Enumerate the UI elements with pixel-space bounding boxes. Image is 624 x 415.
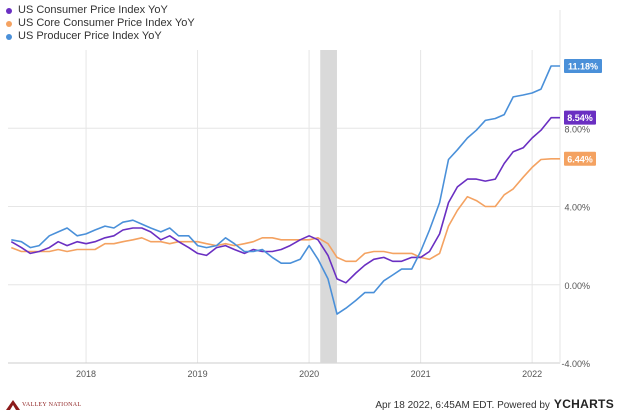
x-tick-label: 2018 xyxy=(76,369,96,379)
legend-item-core-cpi[interactable]: US Core Consumer Price Index YoY xyxy=(6,17,195,30)
y-tick-label: 4.00% xyxy=(564,203,590,213)
legend-label-ppi: US Producer Price Index YoY xyxy=(18,30,162,42)
y-tick-label: 0.00% xyxy=(564,281,590,291)
end-label-core-cpi: 6.44% xyxy=(567,154,593,164)
y-tick-label: -4.00% xyxy=(561,359,590,369)
end-label-cpi: 8.54% xyxy=(567,113,593,123)
legend-marker-ppi xyxy=(6,33,12,40)
x-tick-label: 2020 xyxy=(299,369,319,379)
legend-item-ppi[interactable]: US Producer Price Index YoY xyxy=(6,30,195,43)
ycharts-brand[interactable]: YCHARTS xyxy=(553,397,614,411)
recession-shading xyxy=(320,50,337,363)
series-line-ppi xyxy=(11,65,560,315)
y-axis-ticks: -4.00% 0.00% 4.00% 8.00% xyxy=(561,124,590,369)
recession-band xyxy=(320,50,337,363)
end-value-labels: 8.54% 6.44% 11.18% xyxy=(564,59,602,166)
y-tick-label: 8.00% xyxy=(564,124,590,134)
x-tick-label: 2021 xyxy=(411,369,431,379)
end-label-box-ppi xyxy=(564,59,602,74)
end-label-box-cpi xyxy=(564,110,596,125)
x-tick-label: 2022 xyxy=(522,369,542,379)
footer-timestamp: Apr 18 2022, 6:45AM EDT. Powered by xyxy=(375,400,550,411)
legend-label-core-cpi: US Core Consumer Price Index YoY xyxy=(18,17,195,29)
chart-footer: Apr 18 2022, 6:45AM EDT. Powered by YCHA… xyxy=(375,397,614,411)
end-label-box-core-cpi xyxy=(564,151,596,166)
valley-national-logo: VALLEY NATIONAL xyxy=(6,399,81,411)
logo-text: VALLEY NATIONAL xyxy=(22,402,82,408)
legend-marker-cpi xyxy=(6,7,12,14)
legend-marker-core-cpi xyxy=(6,20,12,27)
gridlines xyxy=(8,10,561,364)
logo-mark-icon xyxy=(6,400,20,410)
x-tick-label: 2019 xyxy=(188,369,208,379)
series-lines xyxy=(10,65,560,315)
x-axis-ticks: 2018 2019 2020 2021 2022 xyxy=(76,369,542,379)
series-line-cpi xyxy=(10,116,560,284)
legend-item-cpi[interactable]: US Consumer Price Index YoY xyxy=(6,4,195,17)
legend-label-cpi: US Consumer Price Index YoY xyxy=(18,4,168,16)
chart-legend: US Consumer Price Index YoY US Core Cons… xyxy=(6,4,195,43)
series-line-core-cpi xyxy=(11,158,560,263)
end-label-ppi: 11.18% xyxy=(568,62,598,72)
